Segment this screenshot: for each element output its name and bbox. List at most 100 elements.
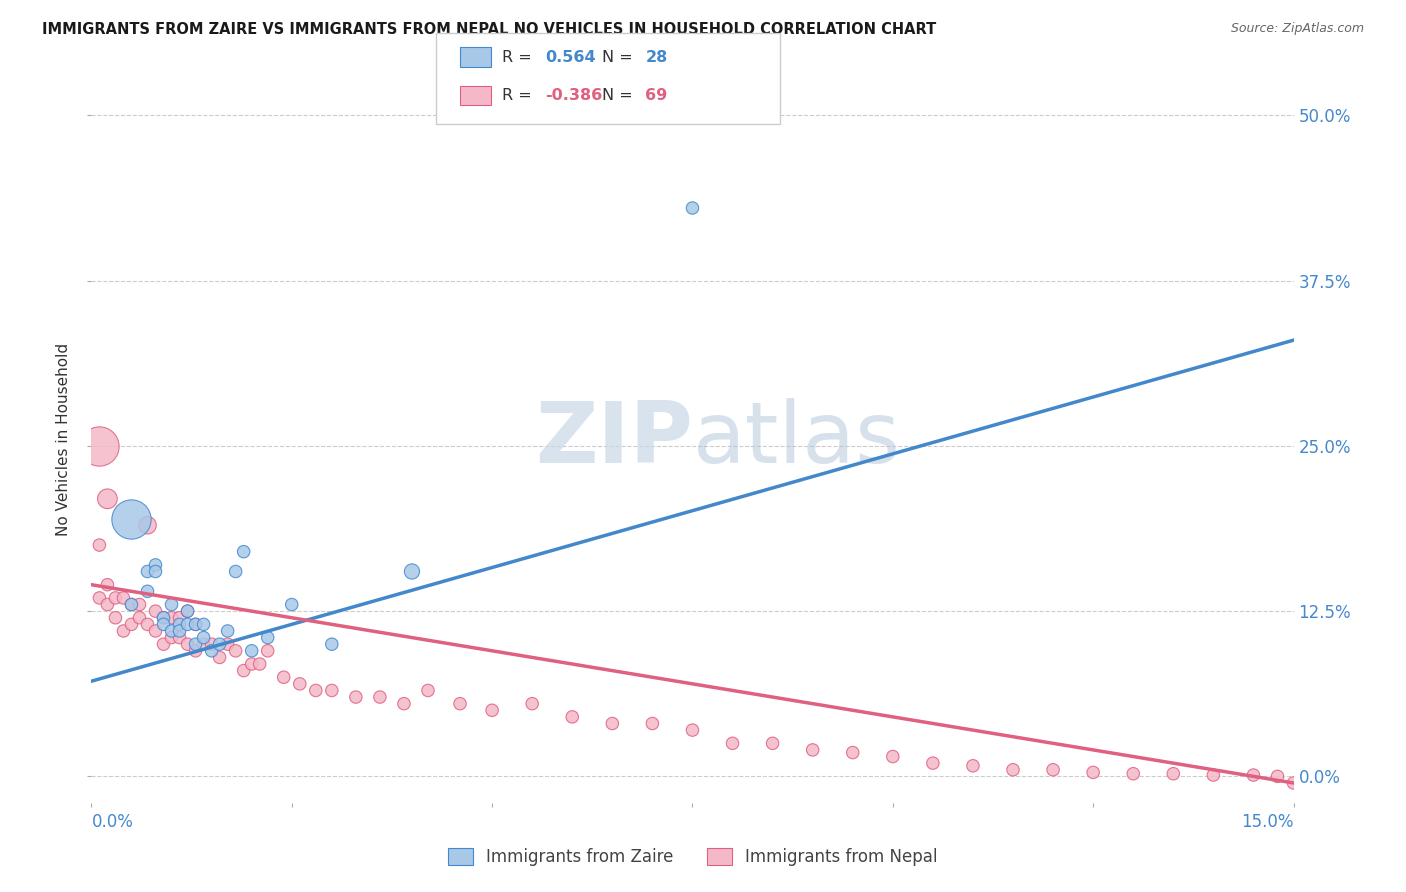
Point <box>152 611 174 625</box>
Point <box>1282 776 1305 790</box>
Point <box>1001 763 1024 777</box>
Point <box>1042 763 1064 777</box>
Point <box>1267 769 1289 783</box>
Point <box>96 578 118 592</box>
Point <box>321 637 343 651</box>
Text: IMMIGRANTS FROM ZAIRE VS IMMIGRANTS FROM NEPAL NO VEHICLES IN HOUSEHOLD CORRELAT: IMMIGRANTS FROM ZAIRE VS IMMIGRANTS FROM… <box>42 22 936 37</box>
Point <box>160 631 183 645</box>
Point <box>136 518 159 533</box>
Point <box>145 624 167 638</box>
Text: 0.564: 0.564 <box>546 50 596 64</box>
Point <box>240 657 263 671</box>
Point <box>193 631 215 645</box>
Point <box>1163 766 1185 780</box>
Point <box>169 617 191 632</box>
Point <box>184 644 207 658</box>
Point <box>104 611 127 625</box>
Point <box>128 611 150 625</box>
Point <box>344 690 367 704</box>
Point <box>112 591 135 605</box>
Point <box>169 611 191 625</box>
Point <box>176 637 198 651</box>
Point <box>121 617 143 632</box>
Point <box>160 611 183 625</box>
Point <box>96 491 118 506</box>
Point <box>561 710 583 724</box>
Point <box>201 644 224 658</box>
Point <box>104 591 127 605</box>
Point <box>121 511 143 525</box>
Y-axis label: No Vehicles in Household: No Vehicles in Household <box>56 343 72 536</box>
Point <box>256 644 278 658</box>
Text: -0.386: -0.386 <box>546 88 603 103</box>
Point <box>681 723 703 737</box>
Point <box>801 743 824 757</box>
Text: 15.0%: 15.0% <box>1241 814 1294 831</box>
Point <box>225 644 247 658</box>
Point <box>184 637 207 651</box>
Point <box>256 631 278 645</box>
Point <box>112 624 135 638</box>
Point <box>721 736 744 750</box>
Point <box>481 703 503 717</box>
Point <box>193 617 215 632</box>
Point <box>136 584 159 599</box>
Point <box>217 637 239 651</box>
Point <box>288 677 311 691</box>
Point <box>841 746 863 760</box>
Point <box>193 637 215 651</box>
Point <box>121 598 143 612</box>
Point <box>121 598 143 612</box>
Point <box>96 598 118 612</box>
Point <box>208 650 231 665</box>
Point <box>208 637 231 651</box>
Point <box>1083 765 1105 780</box>
Point <box>89 538 111 552</box>
Legend: Immigrants from Zaire, Immigrants from Nepal: Immigrants from Zaire, Immigrants from N… <box>439 839 946 874</box>
Point <box>201 637 224 651</box>
Point <box>89 591 111 605</box>
Text: 28: 28 <box>645 50 668 64</box>
Point <box>176 604 198 618</box>
Point <box>217 624 239 638</box>
Point <box>321 683 343 698</box>
Point <box>225 565 247 579</box>
Point <box>641 716 664 731</box>
Point <box>232 664 254 678</box>
Point <box>145 565 167 579</box>
Point <box>184 617 207 632</box>
Point <box>416 683 439 698</box>
Point <box>962 759 984 773</box>
Text: 0.0%: 0.0% <box>91 814 134 831</box>
Text: Source: ZipAtlas.com: Source: ZipAtlas.com <box>1230 22 1364 36</box>
Point <box>128 598 150 612</box>
Point <box>401 565 423 579</box>
Point <box>240 644 263 658</box>
Point <box>160 624 183 638</box>
Point <box>882 749 904 764</box>
Text: N =: N = <box>602 88 638 103</box>
Text: atlas: atlas <box>692 398 900 481</box>
Point <box>145 558 167 572</box>
Point <box>602 716 624 731</box>
Text: N =: N = <box>602 50 638 64</box>
Point <box>152 617 174 632</box>
Point <box>169 631 191 645</box>
Point <box>136 565 159 579</box>
Point <box>184 617 207 632</box>
Point <box>152 611 174 625</box>
Point <box>176 604 198 618</box>
Text: 69: 69 <box>645 88 668 103</box>
Point <box>368 690 391 704</box>
Point <box>232 544 254 558</box>
Point <box>681 201 703 215</box>
Point <box>522 697 544 711</box>
Point <box>169 624 191 638</box>
Point <box>1122 766 1144 780</box>
Point <box>762 736 785 750</box>
Point <box>281 598 304 612</box>
Text: R =: R = <box>502 50 537 64</box>
Point <box>160 598 183 612</box>
Point <box>136 617 159 632</box>
Point <box>145 604 167 618</box>
